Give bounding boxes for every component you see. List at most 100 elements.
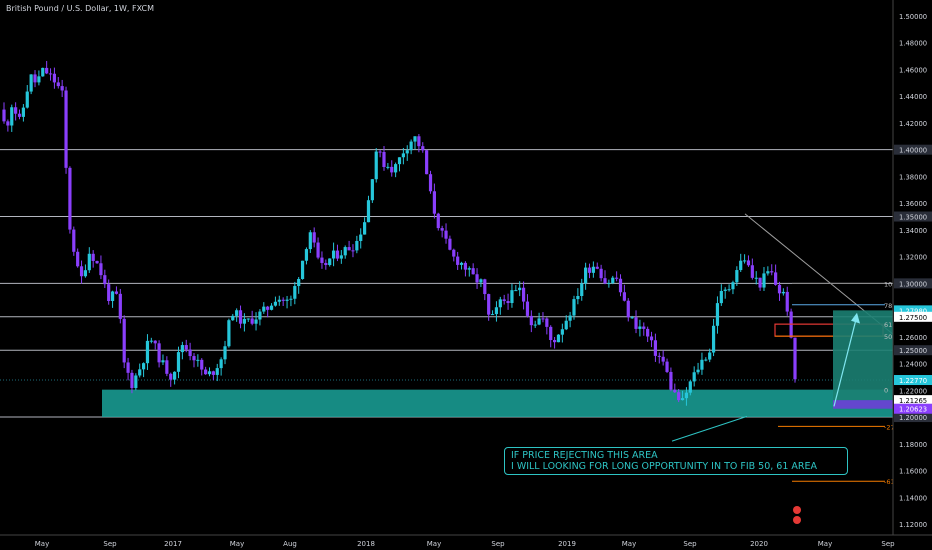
candle-body: [471, 268, 475, 275]
x-tick-label: 2017: [164, 540, 182, 548]
candle-body: [41, 67, 45, 77]
demand-zone-rect: [102, 389, 893, 418]
candle-body: [378, 151, 382, 153]
candle-body: [785, 291, 789, 312]
candle-body: [394, 164, 398, 173]
candle-body: [204, 369, 208, 375]
price-axis: 1.50000 1.48000 1.46000 1.44000 1.42000 1.400…: [892, 0, 932, 550]
candle-body: [207, 371, 212, 375]
candle-body: [774, 272, 778, 285]
candle-body: [413, 136, 417, 142]
candle-body: [72, 229, 76, 252]
candle-body: [735, 270, 739, 283]
price-tag-0: 1.27980: [899, 307, 927, 315]
candle-body: [607, 283, 611, 285]
annotation-line-1: IF PRICE REJECTING THIS AREA: [511, 450, 658, 461]
candle-body: [355, 240, 359, 251]
fib-label-3: 50: [884, 333, 892, 341]
candle-body: [331, 250, 336, 259]
candle-body: [118, 293, 122, 319]
candle-body: [161, 360, 165, 363]
candle-body: [130, 372, 134, 388]
candle-body: [766, 271, 770, 274]
price-tag-bg: [894, 395, 932, 406]
candle-body: [184, 345, 188, 350]
candle-body: [487, 294, 491, 315]
fib-label-1: 78: [884, 302, 892, 310]
candle-body: [762, 273, 766, 288]
annotation-box[interactable]: IF PRICE REJECTING THIS AREA I WILL LOOK…: [504, 447, 848, 475]
candle-body: [397, 157, 402, 165]
candle-body: [235, 310, 239, 316]
y-tick-label: 1.22000: [899, 387, 927, 395]
x-tick-label: Sep: [103, 540, 117, 548]
candle-body: [564, 320, 568, 330]
candle-body: [308, 232, 312, 250]
time-axis: May Sep 2017 May Aug 2018 May Sep 2019 May Sep 2020…: [0, 506, 932, 548]
x-tick-label: Sep: [491, 540, 505, 548]
candle-body: [52, 73, 57, 83]
candle-body: [56, 82, 60, 87]
candle-body: [223, 346, 227, 360]
y-tick-label: 1.38000: [899, 173, 927, 181]
candle-body: [425, 150, 429, 175]
candle-body: [6, 121, 10, 126]
candle-body: [777, 284, 782, 294]
candle-body: [312, 232, 316, 243]
candle-body: [359, 234, 363, 241]
candle-body: [506, 301, 510, 304]
candle-body: [219, 359, 223, 369]
x-tick-label: 2018: [357, 540, 375, 548]
candle-body: [680, 398, 685, 401]
candle-body: [300, 260, 305, 279]
candle-body: [587, 267, 592, 273]
candle-body: [122, 318, 126, 363]
drawing-overlays: 100 78 61 50 0 -27 -61: [671, 213, 896, 486]
candle-body: [518, 287, 522, 291]
candlesticks: [2, 60, 797, 406]
candle-body: [242, 318, 247, 324]
candle-body: [615, 277, 619, 279]
candle-body: [750, 265, 754, 278]
candle-body: [324, 262, 328, 266]
y-tick-label: 1.40000: [899, 147, 927, 155]
candle-body: [386, 166, 390, 168]
y-tick-label: 1.42000: [899, 120, 927, 128]
candle-body: [599, 268, 603, 279]
price-tag-4: 1.20623: [899, 406, 927, 414]
candle-body: [673, 389, 677, 393]
candle-body: [421, 146, 425, 151]
candle-body: [611, 277, 615, 284]
candle-body: [758, 277, 762, 288]
fib-label-4: 0: [884, 387, 888, 395]
candle-body: [258, 311, 262, 320]
candle-body: [293, 286, 297, 299]
candle-body: [665, 361, 669, 372]
candle-body: [169, 373, 173, 380]
candle-body: [626, 300, 630, 318]
candle-body: [549, 326, 553, 341]
candle-body: [107, 284, 111, 302]
y-tick-label: 1.48000: [899, 40, 927, 48]
level-tag-bg: [894, 345, 932, 356]
candle-body: [591, 266, 595, 273]
candle-body: [343, 247, 347, 256]
candle-body: [405, 150, 409, 154]
candle-body: [595, 266, 599, 269]
candle-body: [339, 255, 343, 259]
candle-body: [646, 328, 650, 337]
candle-body: [180, 345, 184, 353]
candle-body: [227, 320, 231, 347]
candle-body: [622, 292, 626, 301]
candle-body: [266, 306, 270, 310]
candle-body: [14, 107, 18, 114]
candle-body: [514, 290, 518, 292]
annotation-pointer: [671, 415, 748, 442]
candle-body: [87, 253, 91, 271]
candle-body: [60, 86, 64, 91]
x-tick-label: Aug: [283, 540, 297, 548]
candle-body: [463, 262, 468, 270]
candle-body: [715, 303, 720, 326]
x-tick-label: 2019: [558, 540, 576, 548]
